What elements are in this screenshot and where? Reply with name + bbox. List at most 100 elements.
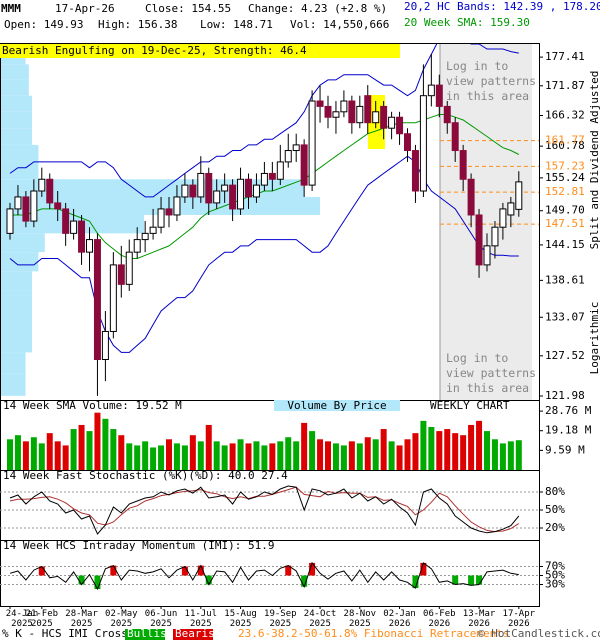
y-tick-label: 166.32 xyxy=(545,108,585,121)
candle-body xyxy=(22,196,30,222)
vbp-bar xyxy=(0,290,32,311)
footer-bullish: Bullish xyxy=(127,627,173,640)
volume-bar xyxy=(46,433,53,470)
candle-body xyxy=(125,251,133,285)
fib-label: 161.77 xyxy=(545,134,585,147)
y-tick-label: 19.18 M xyxy=(545,424,592,437)
candle-body xyxy=(396,116,404,135)
candle-body xyxy=(46,178,54,204)
candle-body xyxy=(157,208,165,228)
volume-bar xyxy=(229,443,236,470)
imi-bar xyxy=(285,565,292,576)
volume-bar xyxy=(62,445,69,470)
footer-fibonacci: 23.6-38.2-50-61.8% Fibonacci Retracement… xyxy=(238,627,510,640)
volume-bar xyxy=(348,441,355,470)
candle-body xyxy=(475,214,483,266)
candle-body xyxy=(443,105,451,124)
pattern-bg xyxy=(0,44,400,58)
candle-body xyxy=(491,226,499,247)
footer-crossover: % K - HCS IMI Crossover, xyxy=(2,627,161,640)
price-marks xyxy=(6,43,540,396)
volume-bar xyxy=(150,447,157,470)
vbp-bar xyxy=(0,79,29,96)
candle-body xyxy=(411,150,419,192)
y-tick-label: 9.59 M xyxy=(545,443,585,456)
y-tick-label: 149.70 xyxy=(545,204,585,217)
imi-bar xyxy=(78,575,85,585)
volume-bar xyxy=(253,441,260,470)
volume-bar xyxy=(269,443,276,470)
candle-body xyxy=(14,196,22,210)
vbp-bar xyxy=(0,95,32,112)
candle-body xyxy=(70,220,78,234)
imi-bar xyxy=(476,575,483,585)
volume-bar xyxy=(7,439,13,470)
volume-bar xyxy=(173,443,180,470)
candle-body xyxy=(173,196,181,216)
candle-body xyxy=(292,144,300,152)
imi-bar xyxy=(205,575,212,585)
y-tick-label: 155.24 xyxy=(545,171,585,184)
imi-bar xyxy=(301,575,308,587)
volume-bar xyxy=(412,433,419,470)
volume-bar xyxy=(78,424,85,470)
candle-body xyxy=(54,202,62,210)
vbp-bar xyxy=(0,373,26,396)
candle-body xyxy=(340,100,348,113)
y-tick-label: 144.15 xyxy=(545,238,585,251)
candle-body xyxy=(300,144,308,186)
volume-title: 14 Week SMA Volume: 19.52 M xyxy=(3,399,182,412)
imi-bar xyxy=(468,575,475,586)
volume-bar xyxy=(468,424,475,470)
candle-body xyxy=(467,178,475,216)
volume-bar xyxy=(372,439,379,470)
candle-body xyxy=(245,178,252,198)
imi-panel xyxy=(0,540,540,607)
stochastic-title: 14 Week Fast Stochastic (%K)(%D): 40.0 2… xyxy=(3,469,288,482)
login-note[interactable]: Log in to view patterns in this area xyxy=(446,351,537,395)
candle-body xyxy=(332,111,340,118)
volume-bar xyxy=(54,441,61,470)
sub-marks: 9.59 M19.18 M28.76 M20%50%80%30%50%70% xyxy=(0,404,592,609)
volume-bar xyxy=(484,431,490,470)
bullish-bg xyxy=(125,629,165,640)
candle-body xyxy=(388,116,396,129)
volume-bar xyxy=(205,424,212,470)
volume-bar xyxy=(110,429,117,470)
imi-bar xyxy=(412,575,419,589)
volume-bar xyxy=(102,418,109,470)
x-tick-label: 15-Aug 2025 xyxy=(224,609,257,629)
volume-bar xyxy=(340,445,347,470)
change: Change: 4.23 (+2.8 %) xyxy=(248,2,387,15)
candle-body xyxy=(252,184,260,198)
vbp-bar xyxy=(0,111,32,129)
imi-bar xyxy=(110,565,117,576)
login-area xyxy=(440,43,532,400)
login-note[interactable]: Log in to view patterns in this area xyxy=(446,59,537,103)
x-tick-label: 13-Mar 2026 xyxy=(462,609,496,629)
vbp-bar xyxy=(0,331,32,353)
y-tick-label: 127.52 xyxy=(545,349,585,362)
bands-label: 20,2 HC Bands: 142.39 , 178.20 xyxy=(404,0,600,13)
pattern: Bearish Engulfing on 19-Dec-25, Strength… xyxy=(2,44,307,57)
volume-bar xyxy=(428,427,435,470)
candle-body xyxy=(229,184,237,210)
vbp-bar xyxy=(0,233,45,253)
imi-bar xyxy=(420,562,427,576)
y-tick-label: 20% xyxy=(545,521,565,534)
y-tick-label: 121.98 xyxy=(545,389,585,402)
vbp-bar xyxy=(0,352,26,374)
volume-bar xyxy=(142,441,149,470)
candle-body xyxy=(364,95,372,124)
volume-bar xyxy=(261,445,268,470)
imi-bar xyxy=(94,575,101,589)
y-tick-label: 177.41 xyxy=(545,50,585,63)
volume-bar xyxy=(507,441,514,470)
y-tick-label: 70% xyxy=(545,560,565,573)
x-tick-label: 28-Nov 2025 xyxy=(343,609,377,629)
volume-bar xyxy=(388,441,395,470)
volume: Vol: 14,550,666 xyxy=(290,18,389,31)
volume-bar xyxy=(317,439,324,470)
candle-body xyxy=(356,105,364,124)
